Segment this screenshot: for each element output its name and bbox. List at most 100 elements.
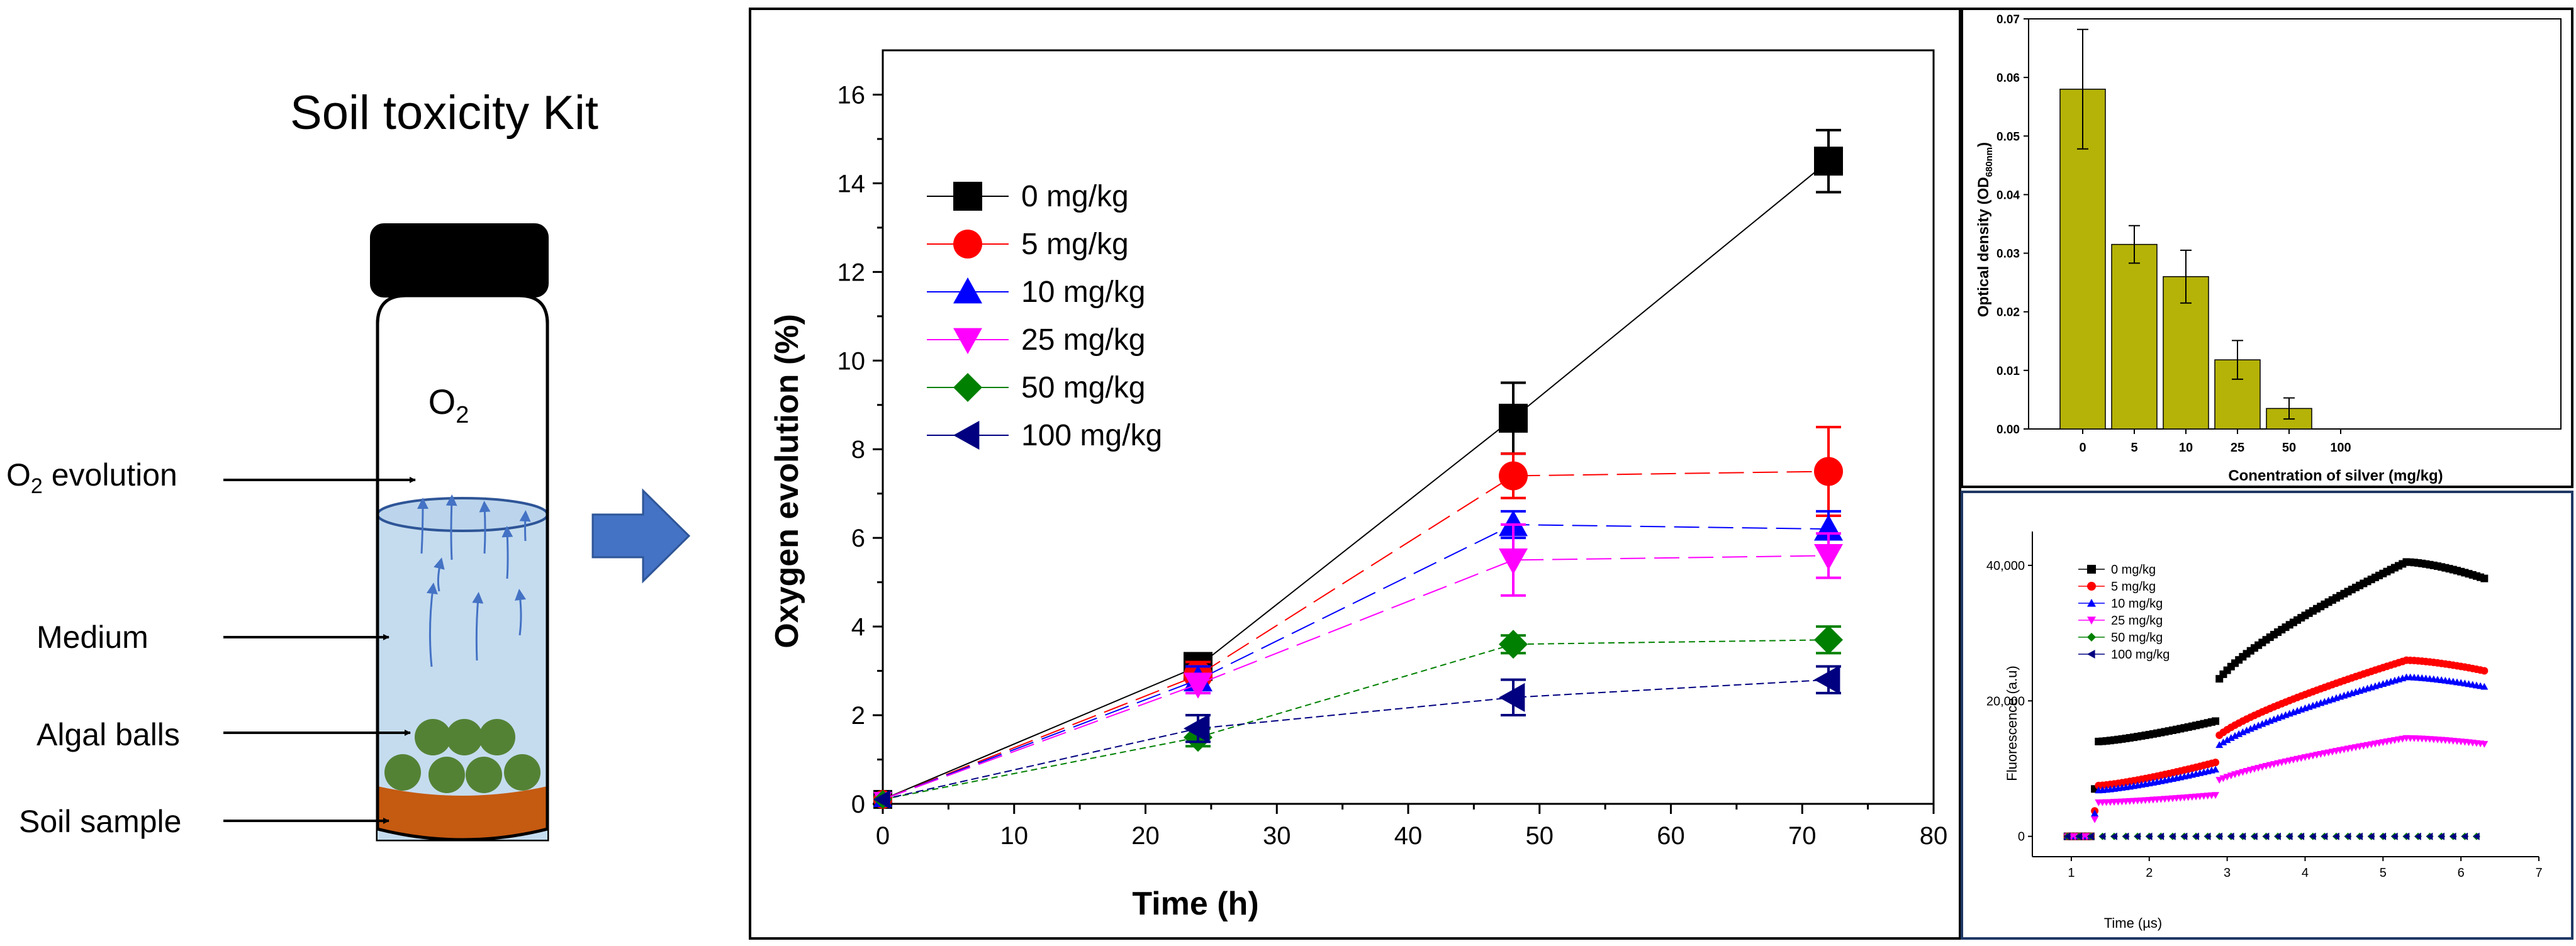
fluor-data-point <box>2402 832 2410 840</box>
od-chart: Conentration of silver (mg/kg) Optical d… <box>1975 13 2562 484</box>
od-y-tick-label: 0.05 <box>1996 130 2020 143</box>
fluor-legend-marker <box>2087 616 2096 625</box>
fluor-data-point <box>2227 734 2235 741</box>
fluor-data-point <box>2239 728 2247 735</box>
fluor-data-point <box>2239 832 2246 840</box>
main-legend-marker <box>953 230 982 259</box>
fluor-data-point <box>2321 832 2328 840</box>
od-y-tick-label: 0.03 <box>1996 248 2020 261</box>
main-data-point <box>1499 461 1528 491</box>
fluor-data-point <box>2091 816 2099 823</box>
algal-ball <box>428 757 465 793</box>
fluor-y-tick-label: 0 <box>2018 830 2025 844</box>
main-y-tick-label: 4 <box>851 613 865 641</box>
fluor-data-point <box>2390 832 2398 840</box>
fluor-data-point <box>2243 726 2251 734</box>
main-xlabel: Time (h) <box>1132 886 1258 922</box>
fluor-legend-label: 100 mg/kg <box>2111 648 2170 662</box>
fluor-data-point <box>2480 741 2489 748</box>
fluor-legend-label: 10 mg/kg <box>2111 597 2163 611</box>
fluor-legend-label: 5 mg/kg <box>2111 580 2156 594</box>
main-series-line <box>882 470 1829 800</box>
od-xlabel: Conentration of silver (mg/kg) <box>2228 467 2443 484</box>
od-x-tick-label: 25 <box>2231 441 2244 455</box>
main-data-point <box>1814 457 1843 486</box>
main-x-tick-label: 40 <box>1394 822 1423 850</box>
fluor-y-tick-label: 40,000 <box>1986 559 2025 573</box>
main-y-tick-label: 16 <box>837 81 866 109</box>
fluor-data-point <box>2367 832 2375 840</box>
fluor-data-point <box>2215 777 2224 784</box>
main-y-tick-label: 6 <box>851 525 865 552</box>
fluor-data-point <box>2110 832 2117 840</box>
main-legend-label: 25 mg/kg <box>1021 323 1145 357</box>
od-x-tick-label: 10 <box>2179 441 2193 455</box>
soil-layer <box>378 786 547 840</box>
fluor-data-point <box>2309 832 2316 840</box>
main-x-tick-label: 10 <box>1000 822 1029 850</box>
vial-cap <box>370 223 549 298</box>
main-x-tick-label: 70 <box>1788 822 1817 850</box>
main-legend-label: 100 mg/kg <box>1021 419 1162 452</box>
main-y-tick-label: 10 <box>837 347 866 375</box>
main-x-tick-label: 60 <box>1657 822 1685 850</box>
fluor-data-point <box>2212 765 2220 773</box>
fluor-ylabel: Fluorescence (a.u) <box>2004 665 2020 781</box>
od-y-tick-label: 0.06 <box>1996 72 2020 85</box>
fluor-data-point <box>2212 759 2220 767</box>
od-y-tick-label: 0.07 <box>1996 13 2020 26</box>
fluor-data-point <box>2274 832 2281 840</box>
main-x-tick-label: 30 <box>1263 822 1291 850</box>
main-legend-label: 0 mg/kg <box>1021 180 1129 213</box>
vial-outline <box>376 294 549 842</box>
main-data-point <box>1499 510 1528 537</box>
fluor-data-point <box>2231 732 2239 739</box>
main-legend-label: 10 mg/kg <box>1021 275 1145 309</box>
main-y-tick-label: 8 <box>851 436 865 464</box>
fluor-x-tick-label: 3 <box>2224 866 2231 880</box>
fluor-data-point <box>2356 832 2363 840</box>
fluor-x-tick-label: 4 <box>2302 866 2309 880</box>
fluor-data-point <box>2426 832 2433 840</box>
main-series-line <box>882 524 1829 800</box>
od-x-tick-label: 50 <box>2282 441 2296 455</box>
fluor-data-point <box>2262 832 2270 840</box>
fluor-legend-label: 0 mg/kg <box>2111 563 2156 577</box>
main-legend-label: 50 mg/kg <box>1021 371 1145 404</box>
fluor-data-point <box>2414 832 2421 840</box>
main-chart-frame <box>749 8 1961 940</box>
main-series-line <box>882 160 1829 800</box>
fluor-data-point <box>2297 832 2305 840</box>
fluor-data-point <box>2379 832 2387 840</box>
fluor-data-point <box>2332 832 2339 840</box>
fluor-data-point <box>2086 832 2094 840</box>
main-data-point <box>873 789 890 809</box>
oxygen-bubbles <box>417 494 531 667</box>
fluor-data-point <box>2215 741 2224 748</box>
fluor-legend-label: 50 mg/kg <box>2111 631 2163 645</box>
vial-medium <box>378 515 547 840</box>
fluor-data-point <box>2145 832 2153 840</box>
algal-ball <box>466 757 502 793</box>
od-x-tick-label: 100 <box>2330 441 2351 455</box>
label-soil-sample: Soil sample <box>19 804 181 839</box>
main-y-tick-label: 0 <box>851 791 865 818</box>
fluor-data-point <box>2212 717 2220 725</box>
main-data-point <box>1814 665 1840 694</box>
kit-title: Soil toxicity Kit <box>290 86 598 140</box>
main-x-tick-label: 20 <box>1131 822 1160 850</box>
fluor-data-point <box>2449 832 2456 840</box>
main-data-point <box>1814 625 1843 655</box>
fluor-data-point <box>2235 730 2243 737</box>
od-y-tick-label: 0.01 <box>1996 365 2020 378</box>
algal-ball <box>479 719 515 755</box>
fluor-data-point <box>2254 641 2263 649</box>
kit-panel: Soil toxicity Kit <box>6 86 598 842</box>
fluor-data-point <box>2438 832 2444 840</box>
fluor-legend-marker <box>2087 650 2095 659</box>
fluor-data-point <box>2204 832 2211 840</box>
fluor-y-tick-label: 20,000 <box>1986 694 2025 708</box>
fluor-data-point <box>2168 832 2176 840</box>
fluor-data-point <box>2258 638 2266 647</box>
